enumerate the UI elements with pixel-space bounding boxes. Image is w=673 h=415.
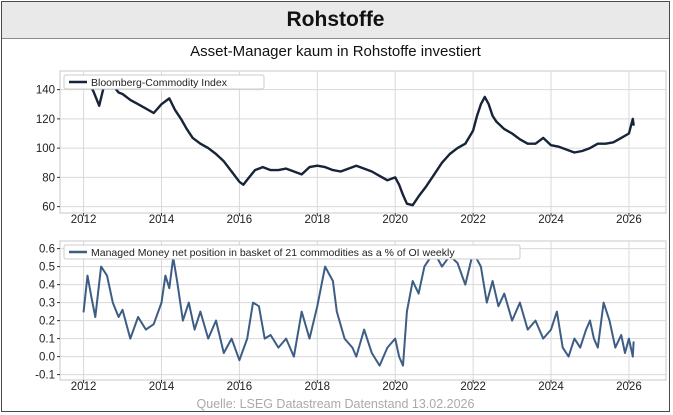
series-line-1: [82, 79, 635, 207]
source-note: Quelle: LSEG Datastream Datenstand 13.02…: [196, 397, 475, 411]
y-tick-label: 100: [36, 143, 55, 155]
legend-box: [63, 74, 265, 90]
y-tick-label: 0.1: [39, 334, 55, 346]
x-tick-label: 2014: [149, 214, 175, 226]
chart-subtitle: Asset-Manager kaum in Rohstoffe investie…: [190, 43, 481, 60]
chart-panel-2: 2012 2014 2016 2018 2020 2022 2024 2026 -0.1 0.0 0…: [35, 240, 667, 393]
y-tick-label: 0.3: [39, 298, 55, 310]
x-tick-label: 2024: [538, 381, 564, 393]
x-tick-label: 2026: [616, 381, 642, 393]
legend-label: Bloomberg-Commodity Index: [91, 77, 228, 89]
x-tick-label: 2022: [460, 381, 486, 393]
y-tick-label: 0.4: [39, 280, 56, 292]
x-tick-label: 2016: [227, 381, 253, 393]
x-tick-label: 2020: [382, 381, 408, 393]
y-tick-label: 0.5: [39, 262, 55, 274]
legend-box: [63, 244, 521, 260]
plot-area-border: [59, 70, 667, 214]
y-tick-label: -0.1: [35, 370, 55, 382]
x-tick-label: 2020: [382, 214, 408, 226]
y-tick-label: 140: [36, 85, 55, 97]
x-tick-label: 2018: [305, 381, 331, 393]
x-tick-label: 2018: [305, 214, 331, 226]
x-tick-label: 2012: [71, 381, 97, 393]
y-tick-label: 0.0: [39, 352, 55, 364]
y-tick-label: 0.2: [39, 316, 55, 328]
x-tick-label: 2022: [460, 214, 486, 226]
x-tick-label: 2012: [71, 214, 97, 226]
y-tick-label: 60: [42, 202, 55, 214]
y-tick-label: 0.6: [39, 244, 55, 256]
series-line-2: [82, 251, 635, 367]
legend-label: Managed Money net position in basket of …: [91, 247, 455, 259]
title-bar: Rohstoffe: [2, 2, 669, 39]
x-tick-label: 2014: [149, 381, 175, 393]
plot-area-border: [59, 240, 667, 381]
x-tick-label: 2024: [538, 214, 564, 226]
y-tick-label: 80: [42, 172, 55, 184]
page-title: Rohstoffe: [286, 8, 385, 31]
y-tick-label: 120: [36, 114, 55, 126]
x-tick-label: 2016: [227, 214, 253, 226]
x-tick-label: 2026: [616, 214, 642, 226]
chart-panel-1: 2012 2014 2016 2018 2020 2022 2024 2026 60 80 100 1…: [36, 70, 667, 226]
